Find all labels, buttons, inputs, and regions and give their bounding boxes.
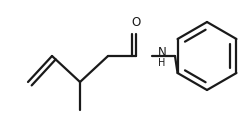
- Text: N: N: [158, 45, 166, 58]
- Text: H: H: [158, 58, 166, 68]
- Text: O: O: [132, 15, 140, 29]
